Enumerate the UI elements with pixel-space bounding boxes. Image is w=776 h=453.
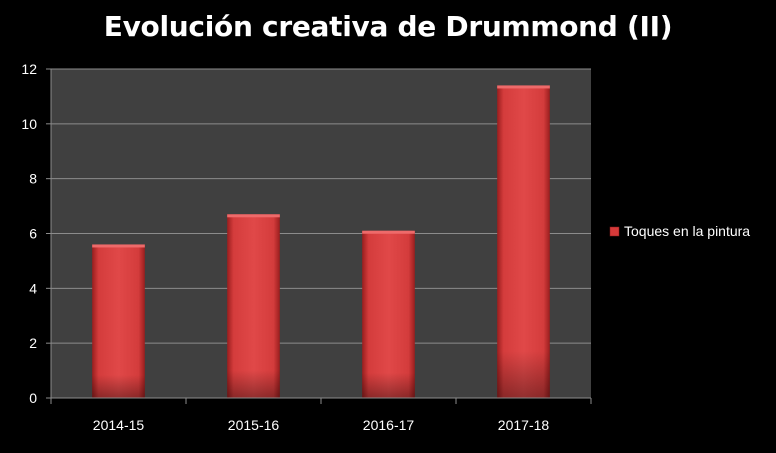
y-tick-label: 0 xyxy=(29,390,37,406)
bar-shade xyxy=(362,230,415,398)
x-tick-label: 2014-15 xyxy=(93,417,145,433)
x-tick-label: 2017-18 xyxy=(498,417,550,433)
bar-2016-17 xyxy=(362,230,415,398)
bar-top xyxy=(227,214,280,218)
y-tick-label: 4 xyxy=(29,280,37,296)
bar-top xyxy=(362,230,415,234)
bar-shade xyxy=(227,214,280,398)
legend-swatch xyxy=(609,226,620,237)
bar-shade xyxy=(497,85,550,398)
bar-2014-15 xyxy=(92,244,145,398)
bar-top xyxy=(497,85,550,89)
y-tick-label: 10 xyxy=(21,116,37,132)
y-tick-label: 6 xyxy=(29,226,37,242)
axes: 0 2 4 6 8 10 12 2014-15 2015-16 2016-17 2017-18 xyxy=(21,61,592,433)
y-tick-label: 2 xyxy=(29,335,37,351)
bar-2017-18 xyxy=(497,85,550,398)
bars xyxy=(92,85,550,398)
legend-label-toques: Toques en la pintura xyxy=(624,223,750,239)
bar-2015-16 xyxy=(227,214,280,398)
x-tick-label: 2016-17 xyxy=(363,417,415,433)
bar-top xyxy=(92,244,145,248)
chart-title: Evolución creativa de Drummond (II) xyxy=(103,10,673,43)
x-tick-label: 2015-16 xyxy=(228,417,280,433)
bar-shade xyxy=(92,244,145,398)
y-tick-label: 8 xyxy=(29,171,37,187)
y-tick-label: 12 xyxy=(21,61,37,77)
legend: Toques en la pintura xyxy=(609,223,750,239)
